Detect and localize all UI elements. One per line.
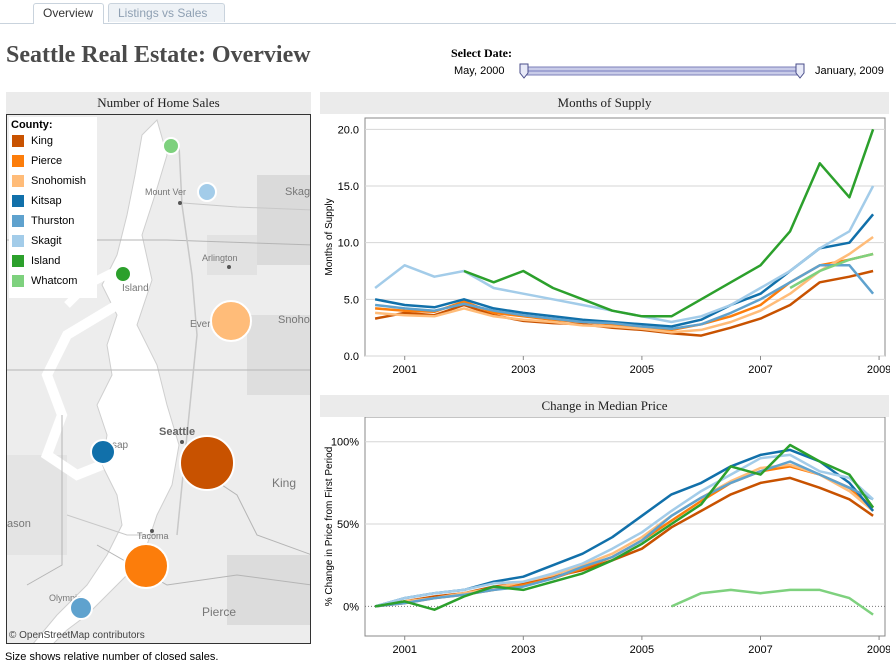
y-tick-label: 100%	[331, 437, 359, 449]
place-label-island: Island	[122, 283, 149, 294]
map-circle-island[interactable]	[114, 265, 132, 283]
x-tick-label: 2007	[748, 364, 772, 376]
legend-label: Whatcom	[31, 275, 78, 287]
place-label-arlington: Arlington	[202, 253, 238, 263]
series-line-skagit[interactable]	[374, 453, 874, 608]
map-basemap: Mount Ver Skag Arlington Island Ever Sno…	[7, 115, 311, 643]
x-tick-label: 2005	[630, 364, 654, 376]
place-label-king: King	[272, 476, 296, 490]
legend-label: Kitsap	[31, 195, 62, 207]
slider-fill	[523, 70, 801, 72]
map-credit[interactable]: © OpenStreetMap contributors	[9, 630, 145, 641]
legend-label: Thurston	[31, 215, 75, 227]
legend-label: Snohomish	[31, 175, 87, 187]
date-filter-label: Select Date:	[451, 46, 512, 60]
legend-swatch	[12, 175, 24, 187]
plot-area	[364, 117, 886, 357]
series-line-whatcom[interactable]	[670, 588, 874, 616]
x-tick-label: 2001	[392, 364, 416, 376]
x-tick-label: 2003	[511, 644, 535, 656]
legend-label: Island	[31, 255, 61, 267]
place-label-everett: Ever	[190, 319, 211, 330]
legend-label: Pierce	[31, 155, 63, 167]
legend-item-thurston[interactable]: Thurston	[9, 214, 97, 234]
county-legend: County: King Pierce Snohomish Kitsap Thu…	[9, 117, 97, 298]
legend-item-whatcom[interactable]: Whatcom	[9, 274, 97, 294]
legend-item-pierce[interactable]: Pierce	[9, 154, 97, 174]
y-tick-label: 20.0	[338, 124, 359, 136]
place-label-mount-vernon: Mount Ver	[145, 187, 186, 197]
place-label-skagit: Skag	[285, 186, 310, 198]
home-sales-map[interactable]: Mount Ver Skag Arlington Island Ever Sno…	[6, 114, 311, 644]
place-label-snohomish: Snohor	[278, 314, 311, 326]
map-footnote: Size shows relative number of closed sal…	[5, 651, 219, 663]
series-line-island[interactable]	[463, 128, 875, 318]
y-tick-label: 0.0	[344, 351, 359, 363]
legend-label: King	[31, 135, 54, 147]
map-circle-thurston[interactable]	[69, 596, 93, 620]
place-label-kitsap: sap	[112, 440, 129, 451]
y-axis-label: % Change in Price from First Period	[324, 447, 335, 607]
place-label-mason: ason	[7, 518, 31, 530]
map-circle-skagit[interactable]	[197, 182, 217, 202]
map-circle-pierce[interactable]	[123, 543, 169, 589]
legend-item-king[interactable]: King	[9, 134, 97, 154]
map-circle-whatcom[interactable]	[162, 137, 180, 155]
series-line-whatcom[interactable]	[789, 252, 874, 290]
x-tick-label: 2009	[867, 364, 890, 376]
legend-item-skagit[interactable]: Skagit	[9, 234, 97, 254]
slider-handle-start[interactable]	[519, 63, 529, 79]
legend-item-snohomish[interactable]: Snohomish	[9, 174, 97, 194]
map-circle-kitsap[interactable]	[90, 439, 116, 465]
legend-label: Skagit	[31, 235, 62, 247]
price-chart-title: Change in Median Price	[320, 395, 889, 417]
map-circle-snohomish[interactable]	[210, 300, 252, 342]
series-line-thurston[interactable]	[374, 264, 875, 331]
y-tick-label: 5.0	[344, 294, 359, 306]
slider-handle-end[interactable]	[795, 63, 805, 79]
map-circle-king[interactable]	[179, 435, 235, 491]
date-range-end: January, 2009	[815, 65, 884, 77]
legend-item-kitsap[interactable]: Kitsap	[9, 194, 97, 214]
date-range-slider[interactable]	[519, 63, 805, 79]
y-tick-label: 15.0	[338, 181, 359, 193]
place-label-seattle: Seattle	[159, 426, 195, 438]
median-price-change-chart[interactable]: 0% 50% 100% 2001 2003 2005 2007 2009 % Change in…	[320, 417, 890, 662]
y-tick-label: 10.0	[338, 238, 359, 250]
x-tick-label: 2005	[630, 644, 654, 656]
x-tick-label: 2007	[748, 644, 772, 656]
legend-swatch	[12, 135, 24, 147]
tab-overview[interactable]: Overview	[33, 3, 104, 24]
legend-swatch	[12, 215, 24, 227]
legend-swatch	[12, 275, 24, 287]
series-line-snohomish[interactable]	[374, 463, 874, 608]
series-line-island[interactable]	[374, 443, 875, 611]
legend-item-island[interactable]: Island	[9, 254, 97, 274]
y-tick-label: 50%	[337, 519, 359, 531]
months-of-supply-chart[interactable]: 0.0 5.0 10.0 15.0 20.0 2001 2003 2005 2007 2009 Mo…	[320, 114, 890, 380]
legend-swatch	[12, 155, 24, 167]
x-tick-label: 2009	[867, 644, 890, 656]
series-line-snohomish[interactable]	[375, 235, 874, 334]
legend-swatch	[12, 195, 24, 207]
legend-swatch	[12, 255, 24, 267]
tab-bar: Overview Listings vs Sales	[0, 0, 896, 24]
legend-swatch	[12, 235, 24, 247]
map-panel-title: Number of Home Sales	[6, 92, 311, 114]
x-tick-label: 2001	[392, 644, 416, 656]
y-tick-label: 0%	[343, 601, 359, 613]
y-axis-label: Months of Supply	[324, 198, 335, 275]
place-label-olympia: Olympia	[49, 593, 82, 603]
tab-listings-vs-sales[interactable]: Listings vs Sales	[108, 3, 225, 22]
legend-title: County:	[11, 119, 53, 131]
series-line-thurston[interactable]	[374, 460, 874, 608]
x-tick-label: 2003	[511, 364, 535, 376]
place-label-pierce: Pierce	[202, 605, 236, 619]
date-range-start: May, 2000	[454, 65, 505, 77]
page-title: Seattle Real Estate: Overview	[6, 42, 311, 68]
place-label-tacoma: Tacoma	[137, 531, 169, 541]
supply-chart-title: Months of Supply	[320, 92, 889, 114]
